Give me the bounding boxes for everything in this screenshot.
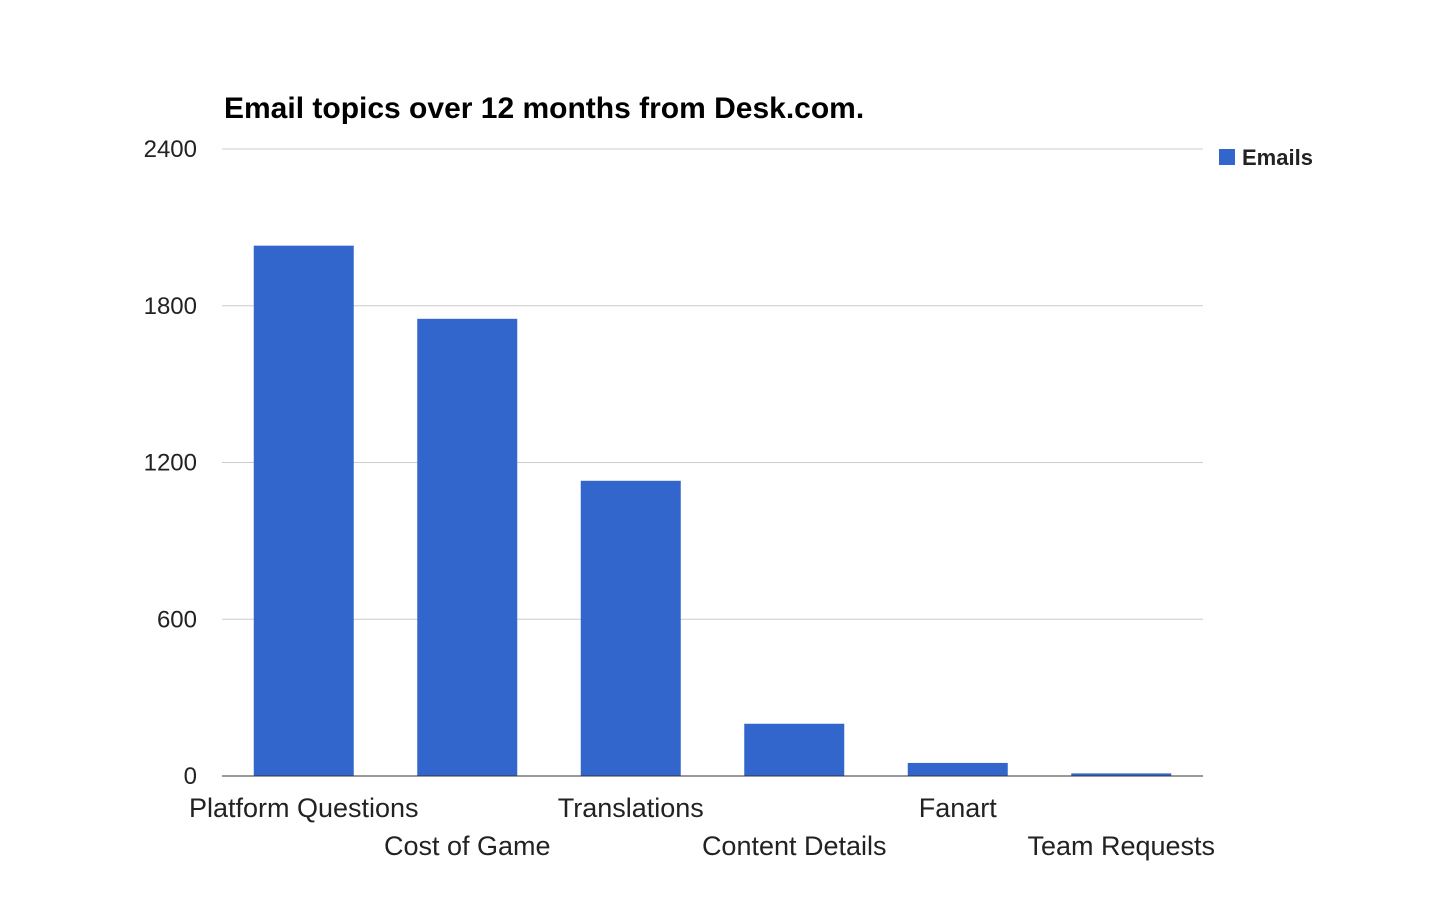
y-tick-label: 600 <box>157 606 197 633</box>
bar-fanart <box>907 762 1008 776</box>
legend-label-emails: Emails <box>1242 145 1313 170</box>
bar-cost-of-game <box>417 318 518 776</box>
y-tick-label: 1800 <box>144 293 197 320</box>
y-tick-label: 1200 <box>144 450 197 477</box>
x-category-label: Translations <box>558 793 704 823</box>
x-axis-categories: Platform Questions Cost of GameTranslatio… <box>189 793 1215 861</box>
y-tick-label: 2400 <box>144 136 197 163</box>
x-category-label: Fanart <box>919 793 998 823</box>
x-category-label: Platform Questions <box>189 793 419 823</box>
y-axis-ticks: 0 600 1200 1800 2400 <box>144 136 197 790</box>
chart-title: Email topics over 12 months from Desk.co… <box>224 92 864 125</box>
x-category-label: Content Details <box>702 831 887 861</box>
gridlines <box>222 148 1203 620</box>
bar-translations <box>580 480 681 776</box>
bar-content-details <box>744 723 845 776</box>
x-category-label: Cost of Game <box>384 831 551 861</box>
bar-team-requests <box>1071 773 1172 776</box>
x-category-label: Team Requests <box>1027 831 1215 861</box>
legend-swatch-emails <box>1219 149 1235 165</box>
bars <box>253 245 1172 777</box>
legend: Emails <box>1219 145 1313 170</box>
bar-platform-questions <box>253 245 354 777</box>
y-tick-label: 0 <box>184 763 197 790</box>
